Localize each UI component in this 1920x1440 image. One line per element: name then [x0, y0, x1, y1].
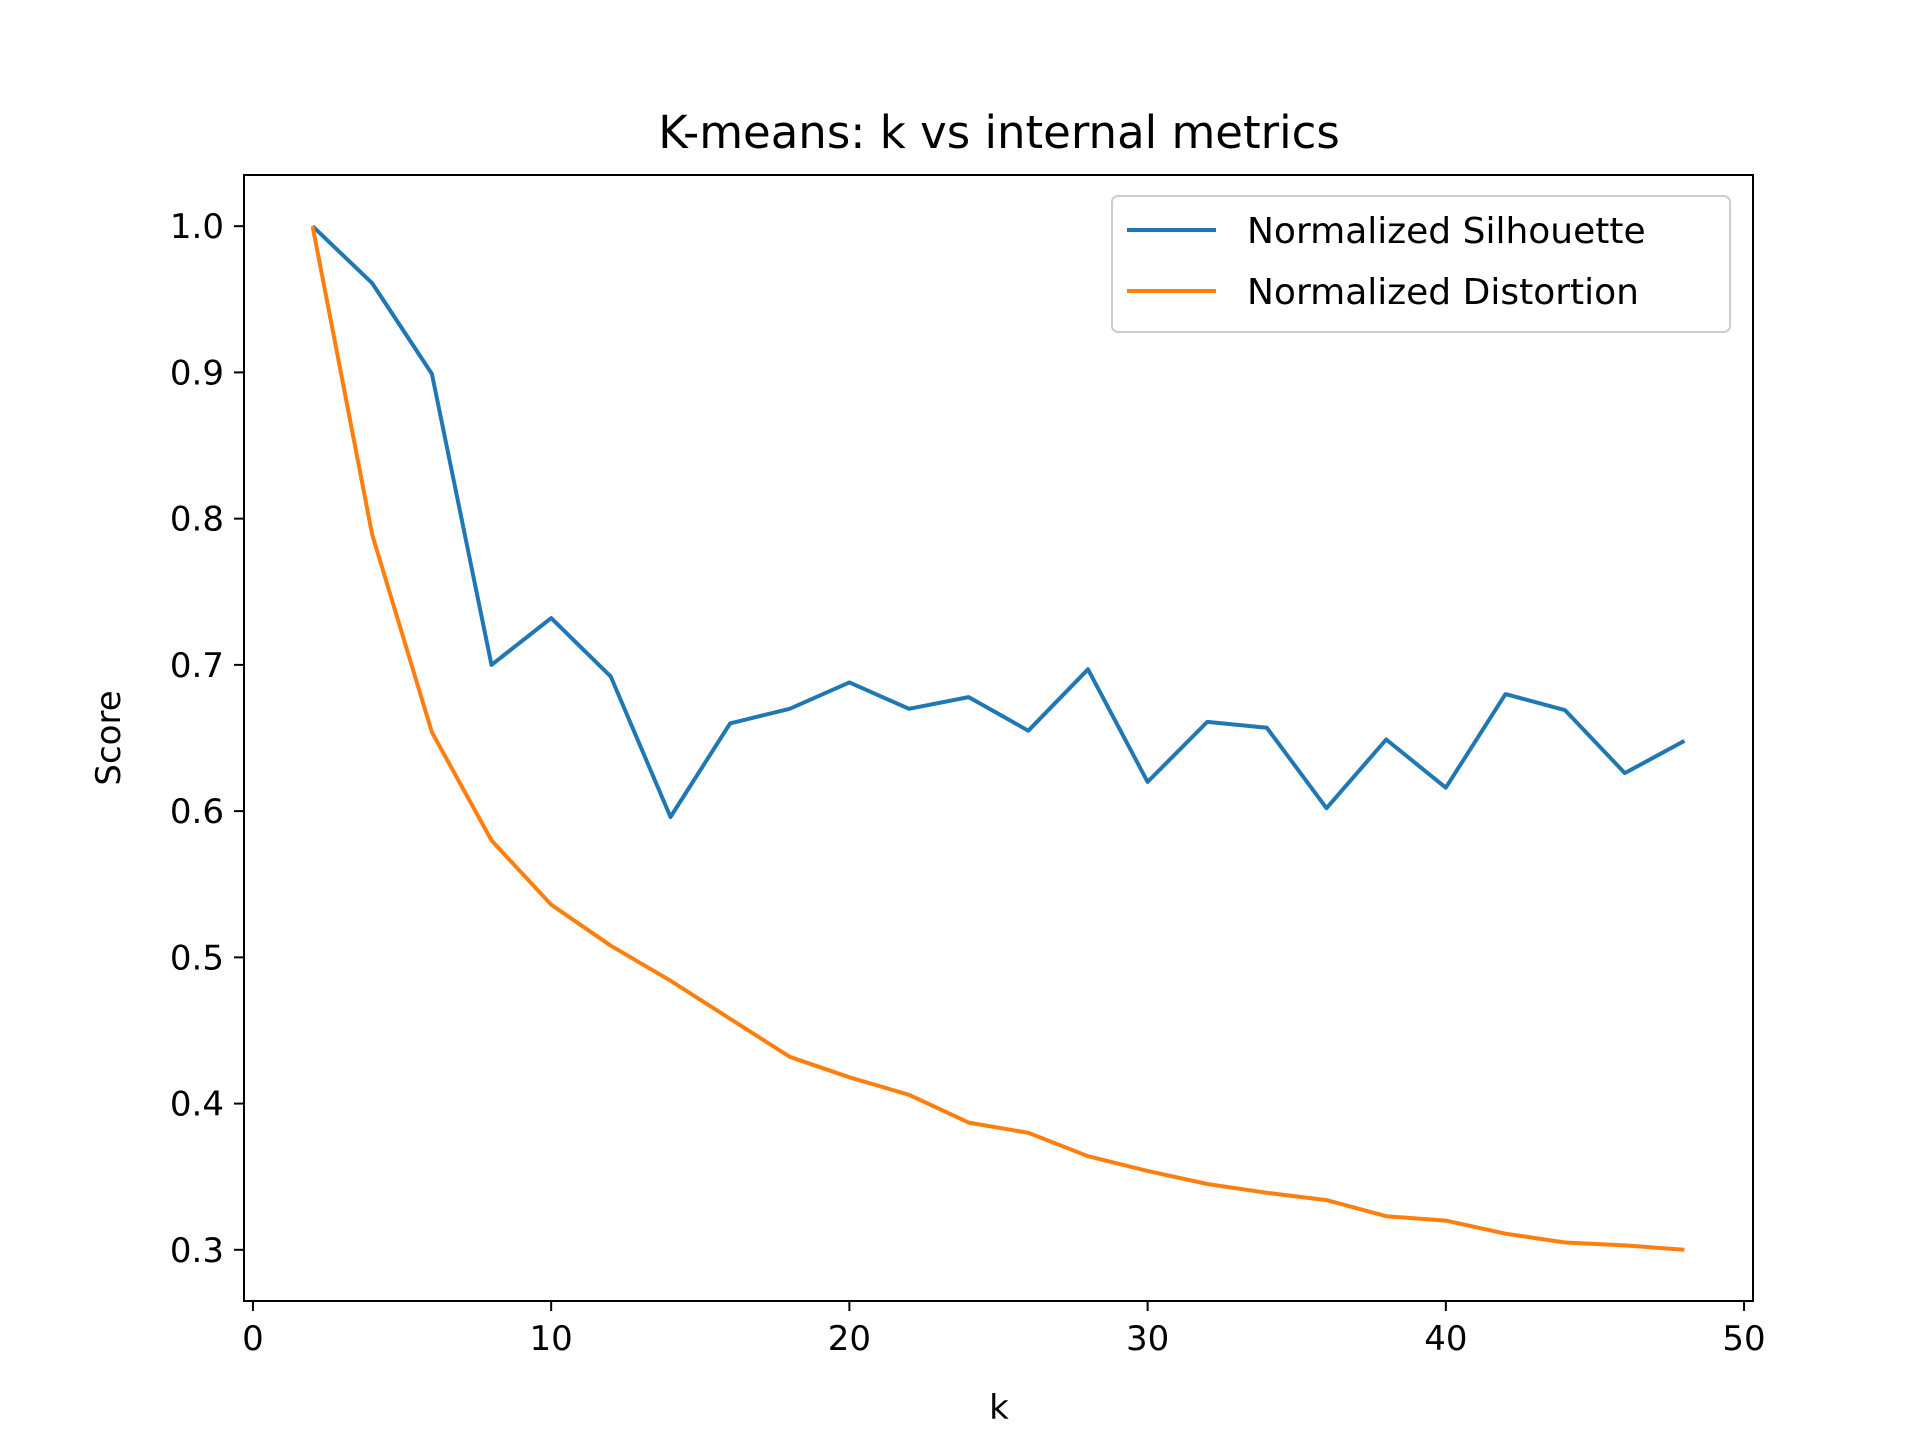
- series-line-silhouette: [311, 224, 1686, 819]
- y-tick-label: 0.6: [170, 792, 224, 832]
- x-tick-label: 30: [1126, 1319, 1169, 1359]
- y-tick-label: 0.5: [170, 938, 224, 978]
- y-tick-label: 0.9: [170, 353, 224, 393]
- legend-label-silhouette: Normalized Silhouette: [1247, 211, 1646, 252]
- y-tick-label: 0.4: [170, 1085, 224, 1125]
- y-tick-label: 0.3: [170, 1231, 224, 1271]
- series-line-distortion: [310, 225, 1685, 1252]
- x-tick-label: 20: [828, 1319, 871, 1359]
- y-tick-label: 1.0: [170, 207, 224, 247]
- y-axis-label: Score: [89, 690, 129, 785]
- y-tick-label: 0.8: [170, 500, 224, 540]
- legend: Normalized Silhouette Normalized Distort…: [1111, 195, 1731, 333]
- plot-area-frame: [243, 174, 1754, 1302]
- x-tick-label: 50: [1722, 1319, 1765, 1359]
- x-tick-label: 0: [242, 1319, 264, 1359]
- x-axis-label: k: [989, 1388, 1009, 1428]
- legend-label-distortion: Normalized Distortion: [1247, 272, 1639, 313]
- x-axis-ticks: 0 10 20 30 40 50: [242, 1301, 1766, 1359]
- x-tick-label: 40: [1424, 1319, 1467, 1359]
- chart-title: K-means: k vs internal metrics: [658, 106, 1340, 159]
- x-tick-label: 10: [530, 1319, 573, 1359]
- series-layer: [310, 224, 1686, 1252]
- y-axis-ticks: 0.3 0.4 0.5 0.6 0.7 0.8 0.9 1.0: [170, 207, 244, 1271]
- y-tick-label: 0.7: [170, 646, 224, 686]
- legend-frame: [1111, 195, 1731, 333]
